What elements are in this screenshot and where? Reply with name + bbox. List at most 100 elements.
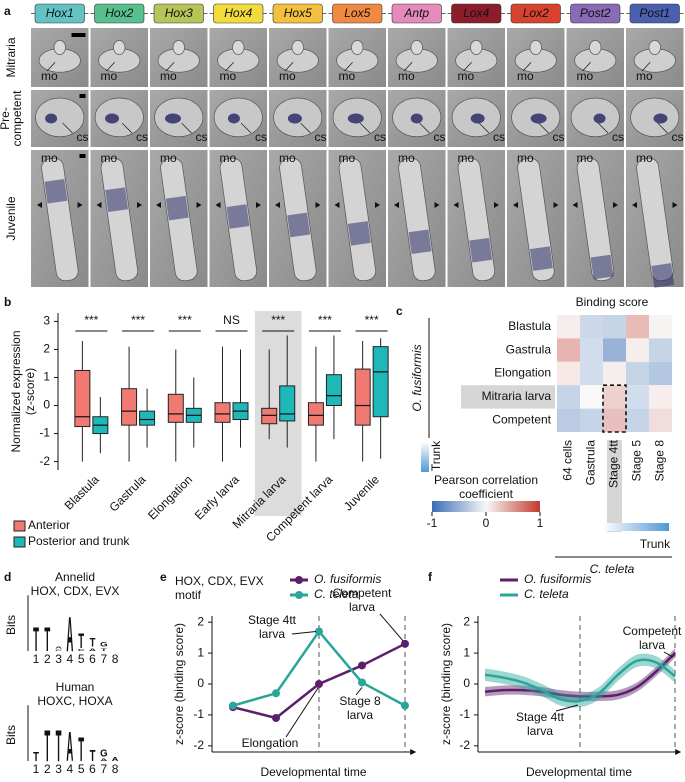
expression [44,178,68,204]
logo-position: 6 [89,652,96,666]
row-label: Mitraria larva [482,389,552,403]
annotation: mo [339,151,356,165]
box [325,374,342,407]
x-tick-label: Juvenile [341,472,382,513]
row-highlight [461,385,555,409]
specimen-group [100,157,139,282]
x-tick-label: Gastrula [106,472,148,514]
legend-marker [295,591,303,599]
expression [165,113,181,124]
arrowhead [672,202,678,208]
pointer [403,61,413,72]
logo-letter: A [89,647,97,652]
gene-label-box [451,3,502,24]
annotation: mo [41,151,58,165]
row-label: Blastula [508,319,551,333]
specimen-group [636,157,675,288]
y-tick-label: 0 [463,676,470,690]
pointer [359,122,371,134]
heatmap-cell [603,361,626,386]
expression [651,263,675,288]
arrowhead [453,202,459,208]
gene-label-box [213,3,264,24]
box [372,346,389,418]
expression [287,212,311,238]
box [139,410,156,426]
logo-title: Annelid [55,570,95,584]
gene-label-box [332,3,383,24]
gene-name: Lox2 [523,6,549,20]
pointer [463,61,472,72]
legend-label: Posterior and trunk [28,534,130,548]
gene-name: Lox4 [463,6,489,20]
annotation: cs [434,130,446,144]
pointer [478,122,490,134]
expression [530,113,547,124]
y-tick-label: -2 [459,738,470,752]
annotation: cs [493,130,505,144]
specimen-group [41,157,79,282]
logo-position: 6 [89,762,96,776]
heatmap-cell [603,385,626,409]
gene-label-box [272,3,323,24]
point [272,714,280,722]
point [401,639,409,648]
arrowhead [37,202,42,208]
specimen-group [160,157,198,282]
y-tick-label: 0 [43,398,50,412]
row-label: Mitraria [4,37,18,77]
point [229,701,237,710]
specimen-apex [232,40,245,55]
gene-name: Hox4 [224,6,252,20]
logo-letter: T [78,732,84,769]
heatmap-cell [626,361,649,386]
logo-letter: A [100,757,108,762]
logo-letter: T [56,721,62,771]
pointer [344,61,353,72]
expression [347,221,371,246]
gene-label-box [510,3,561,24]
logo-title: HOX, CDX, EVX [31,584,120,598]
row-label: Gastrula [506,342,552,356]
confidence-band [485,648,675,702]
legend-label: Anterior [28,518,70,532]
box [214,402,231,423]
specimen [160,157,198,282]
y-tick-label: -1 [193,707,204,721]
pointer [641,61,651,72]
annotation: mo [279,151,296,165]
logo-letter: T [90,637,96,650]
legend-label: O. fusiformis [314,572,381,586]
col-label: Stage 5 [630,440,644,482]
row-group-label: O. fusiformis [410,344,424,411]
annotation: mo [577,69,594,83]
expression [408,229,432,255]
significance: *** [318,313,332,327]
specimen [100,157,139,282]
legend-swatch [13,536,26,548]
colorbar-tick-label: 0 [483,516,490,530]
logo-position: 8 [112,652,119,666]
expression [469,237,493,263]
logo-letter: T [44,721,50,771]
y-axis-label: z-score (binding score) [172,623,186,745]
annotation: cs [255,130,267,144]
row-label: Juvenile [4,196,18,240]
logo-letter: A [66,607,73,663]
motif-title: HOX, CDX, EVX [175,574,264,588]
box [261,407,278,425]
panel-letter: b [4,295,11,309]
arrowhead [434,202,440,208]
annotation: mo [220,151,237,165]
expression [529,246,553,271]
col-axis-label: Trunk [640,537,671,551]
expression [227,113,240,124]
box [279,385,296,422]
arrowhead [394,202,399,208]
logo-letter: C [78,649,85,652]
logo-position: 5 [78,652,85,666]
significance: *** [84,313,98,327]
y-tick-label: 2 [43,342,50,356]
x-tick-label: Early larva [192,472,242,522]
expression [470,113,485,124]
